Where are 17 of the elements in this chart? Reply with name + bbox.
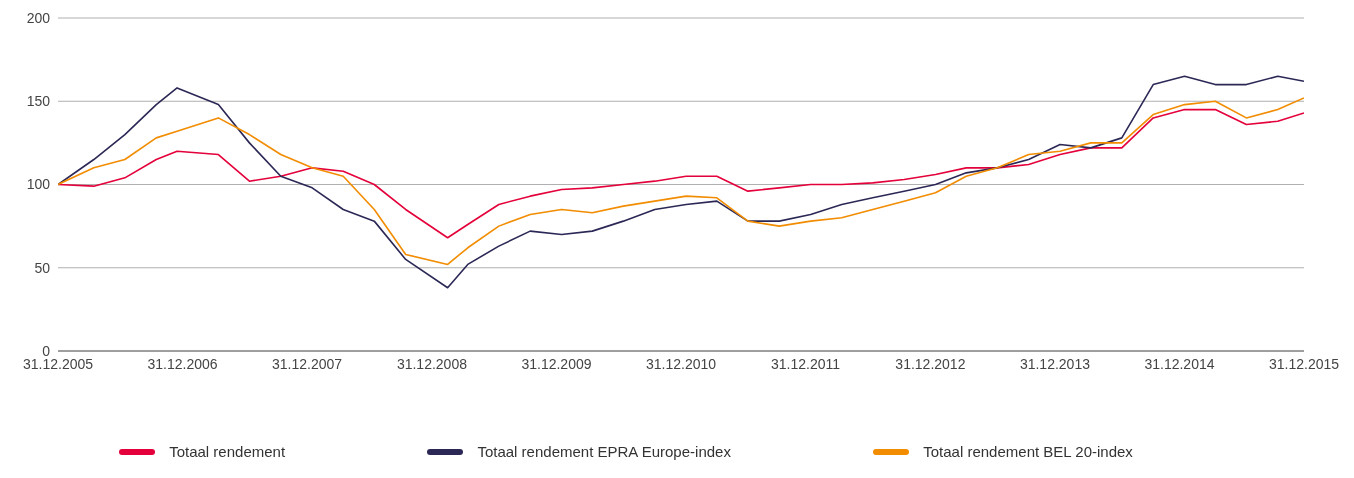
x-tick-label: 31.12.2011 <box>771 355 841 372</box>
legend-label: Totaal rendement <box>169 443 286 460</box>
x-tick-label: 31.12.2010 <box>645 355 717 372</box>
y-tick-label: 200 <box>26 9 51 26</box>
x-tick-label: 31.12.2015 <box>1268 355 1340 372</box>
x-tick-label: 31.12.2006 <box>147 355 218 372</box>
x-tick-label: 31.12.2013 <box>1019 355 1091 372</box>
x-tick-label: 31.12.2012 <box>895 355 966 372</box>
legend-label: Totaal rendement EPRA Europe-index <box>477 443 731 460</box>
legend-label: Totaal rendement BEL 20-index <box>923 443 1133 460</box>
y-tick-label: 100 <box>26 176 51 193</box>
x-tick-label: 31.12.2009 <box>521 355 592 372</box>
x-tick-label: 31.12.2007 <box>272 355 343 372</box>
x-tick-label: 31.12.2014 <box>1144 355 1215 372</box>
y-tick-label: 150 <box>26 93 51 110</box>
x-tick-label: 31.12.2008 <box>396 355 468 372</box>
y-tick-label: 50 <box>34 259 51 276</box>
